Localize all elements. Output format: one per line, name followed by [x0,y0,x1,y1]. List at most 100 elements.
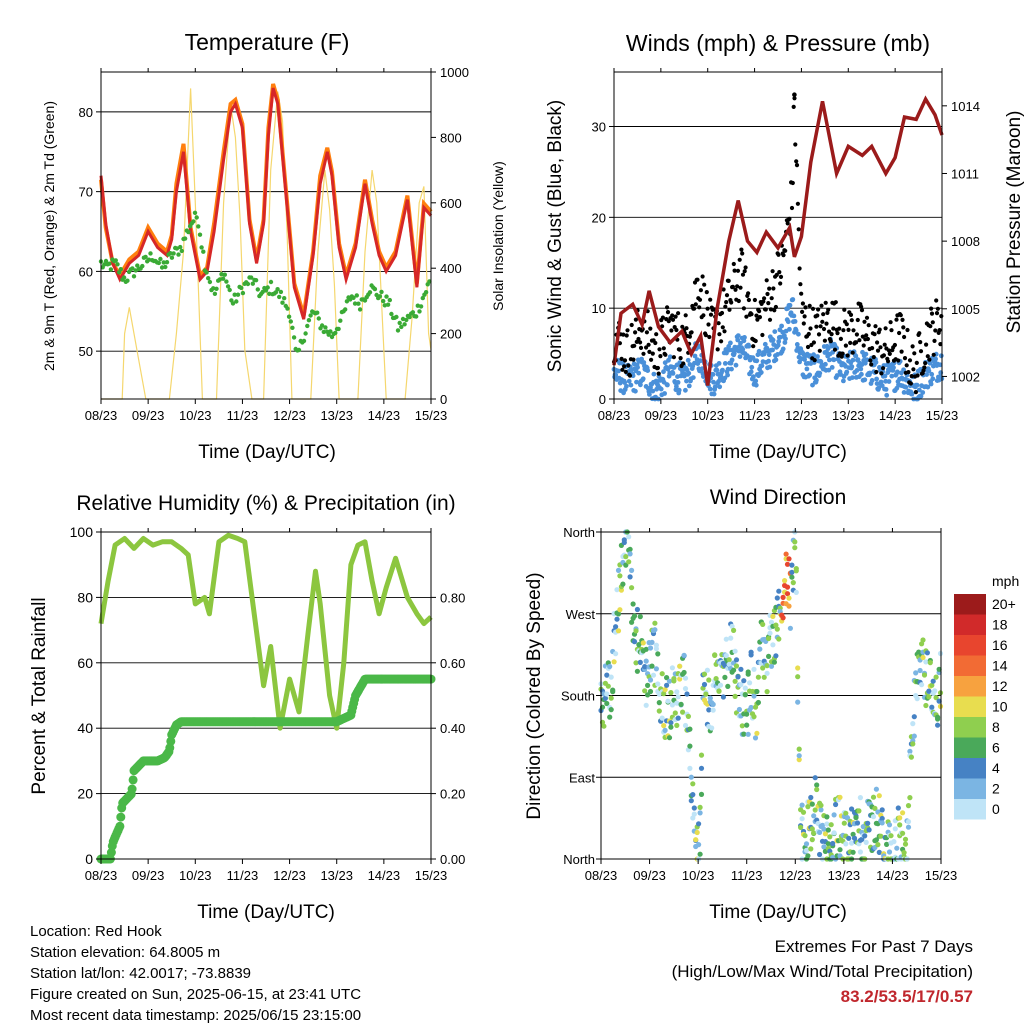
gust-point [878,345,883,350]
gust-point [641,351,646,356]
dewpoint-point [148,251,153,256]
colorbar-swatch [954,594,986,615]
dewpoint-point [328,329,333,334]
dewpoint-point [191,219,196,224]
direction-point [902,836,909,842]
gust-point [848,340,853,345]
direction-point [795,699,801,705]
gust-point [744,314,749,319]
gust-point [626,363,631,368]
station-elevation: Station elevation: 64.8005 m [30,944,221,961]
temperature-y2tick-label: 400 [440,261,462,276]
temperature-panel: Temperature (F) 08/23 09/23 10/23 11/23 12/2… [41,29,506,463]
humidity-title: Relative Humidity (%) & Precipitation (i… [76,492,455,515]
gust-point [934,298,939,303]
dewpoint-point [286,314,292,319]
winds-y2tick-label: 1014 [951,99,980,114]
gust-point [859,308,865,313]
temperature-ytick-label: 80 [79,105,93,120]
gust-point [794,159,799,164]
gust-point [653,340,658,346]
colorbar-swatch [954,737,986,758]
wind-point [776,339,782,344]
colorbar-swatch [954,655,986,676]
gust-point [754,313,759,318]
gust-point [859,304,864,309]
direction-point [682,722,689,729]
direction-point [933,695,939,701]
wind-point [735,337,741,343]
direction-point [837,794,843,800]
gust-point [733,287,738,292]
direction-point [805,853,811,859]
direction-xtick-label: 11/23 [731,868,763,883]
direction-point [710,701,716,708]
direction-point [690,792,696,798]
wind-point [626,378,632,384]
wind-point [804,366,810,372]
gust-point [842,307,847,312]
gust-point [869,362,874,367]
direction-point [604,672,610,678]
temperature-xtick-label: 12/23 [273,408,306,423]
dewpoint-point [402,322,407,327]
direction-point [811,813,817,819]
gust-point [887,351,892,356]
direction-point [733,663,740,669]
gust-point [739,247,744,252]
direction-point [859,836,865,843]
gust-point [837,326,842,331]
temperature-title: Temperature (F) [185,29,350,55]
gust-point [673,314,678,319]
direction-point [640,640,646,646]
colorbar-label: 8 [992,719,1000,735]
gust-point [764,278,769,283]
gust-point [843,343,849,348]
direction-point [872,805,878,812]
dewpoint-point [146,257,152,262]
gust-point [909,374,914,379]
gust-point [864,315,870,320]
direction-point [642,688,648,694]
wind-point [854,368,860,373]
direction-point [608,707,614,713]
gust-point [622,358,628,363]
direction-point [926,688,932,694]
dewpoint-point [367,290,373,295]
wind-point [714,367,720,373]
direction-point [776,588,782,594]
dewpoint-point [220,276,226,281]
direction-point [844,815,850,821]
dewpoint-point [245,281,251,287]
dewpoint-point [336,326,341,332]
dewpoint-point [394,314,399,320]
dewpoint-point [352,301,358,306]
winds-y2tick-label: 1002 [951,369,980,384]
gust-point [708,312,714,317]
gust-point [621,332,626,337]
gust-point [730,284,736,289]
wind-point [628,382,634,388]
extremes-values: 83.2/53.5/17/0.57 [840,987,973,1006]
wind-point [746,343,752,349]
dewpoint-point [410,310,416,315]
direction-point [643,658,649,664]
gust-point [791,104,796,109]
direction-point [901,850,907,856]
gust-point [820,319,825,324]
gust-point [706,322,711,327]
wind-point [933,356,938,362]
gust-point [799,291,804,296]
direction-point [833,801,839,808]
dewpoint-point [197,232,203,237]
humidity-ylabel: Percent & Total Rainfall [29,597,50,794]
dewpoint-point [415,303,420,308]
gust-point [824,321,829,326]
direction-point [696,842,702,848]
gust-point [757,315,763,320]
direction-point [629,567,635,574]
direction-point [664,682,670,688]
wind-point [914,382,920,388]
wind-point [873,359,879,365]
dewpoint-point [288,319,293,324]
